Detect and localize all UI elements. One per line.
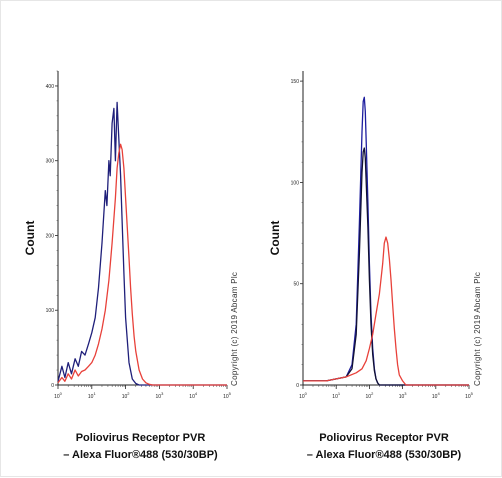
x-tick-label: 105 [223,391,232,400]
y-tick-label: 100 [46,308,55,314]
y-tick-label: 0 [51,383,54,389]
x-axis-label-line2: – Alexa Fluor®488 (530/30BP) [307,449,462,461]
x-tick-label: 102 [366,391,375,400]
histogram-series-1 [303,96,469,386]
y-tick-label: 150 [291,79,300,85]
x-axis-label-line2: – Alexa Fluor®488 (530/30BP) [63,449,218,461]
x-axis-label-line1: Poliovirus Receptor PVR [319,432,449,444]
x-axis-label-line1: Poliovirus Receptor PVR [76,432,206,444]
right-histogram-panel: 0 50 100 150 100 101 102 103 104 105 Count Poliovir… [268,71,474,461]
copyright-text-right: Copyright (c) 2019 Abcam Plc [473,272,482,386]
y-tick-label: 300 [46,159,55,165]
y-axis-label: Count [23,221,37,256]
histogram-series-2 [303,147,469,386]
copyright-text-left: Copyright (c) 2019 Abcam Plc [230,272,239,386]
x-tick-label: 101 [332,391,341,400]
x-tick-label: 104 [189,391,198,400]
y-tick-label: 200 [46,233,55,239]
histogram-series-2 [57,143,227,386]
x-tick-label: 104 [432,391,441,400]
y-tick-label: 100 [291,180,300,186]
x-tick-label: 102 [122,391,131,400]
y-tick-label: 0 [296,383,299,389]
y-axis-label: Count [268,221,282,256]
left-histogram-panel: 0100200300400100101102103104105CountPoli… [23,70,232,461]
x-tick-label: 101 [88,391,97,400]
x-tick-label: 100 [299,391,308,400]
x-tick-label: 103 [156,391,165,400]
x-tick-label: 103 [399,391,408,400]
x-tick-label: 105 [465,391,474,400]
histogram-series-1 [57,101,227,386]
y-tick-label: 50 [293,282,299,288]
y-tick-label: 400 [46,84,55,90]
x-tick-label: 100 [54,391,63,400]
histogram-series-3 [303,236,469,386]
